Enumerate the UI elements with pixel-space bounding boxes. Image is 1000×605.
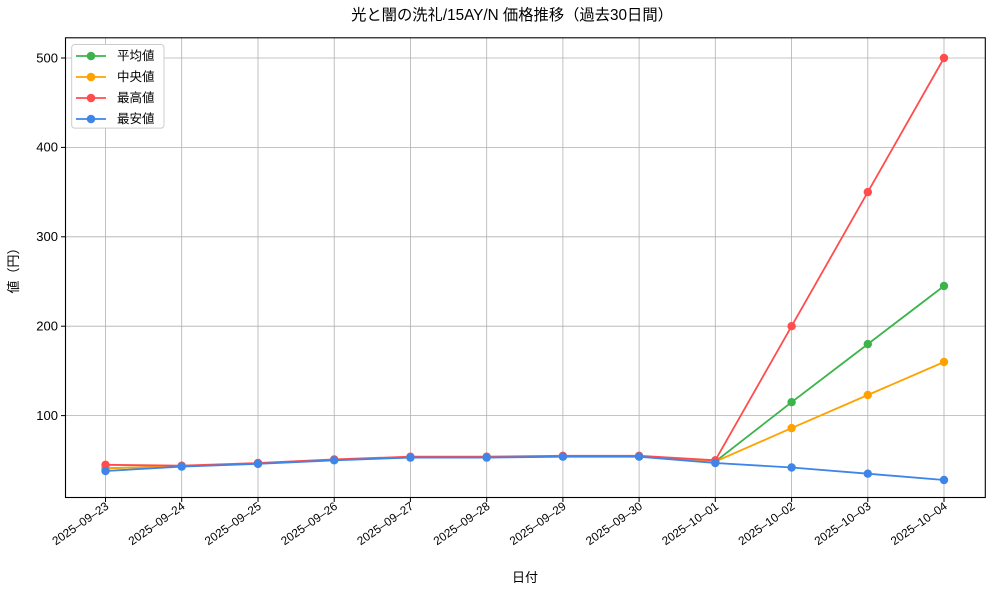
- svg-text:2025–09–29: 2025–09–29: [507, 499, 569, 548]
- svg-text:2025–09–24: 2025–09–24: [126, 499, 188, 548]
- svg-text:2025–10–03: 2025–10–03: [812, 499, 874, 548]
- svg-text:2025–09–30: 2025–09–30: [583, 499, 645, 548]
- svg-text:2025–09–25: 2025–09–25: [202, 499, 264, 548]
- svg-text:値（円）: 値（円）: [6, 241, 21, 293]
- svg-text:日付: 日付: [512, 570, 538, 585]
- svg-text:2025–10–01: 2025–10–01: [659, 499, 721, 548]
- svg-text:400: 400: [36, 140, 58, 155]
- svg-text:2025–09–27: 2025–09–27: [354, 499, 416, 548]
- svg-text:最安値: 最安値: [117, 111, 155, 126]
- svg-text:平均値: 平均値: [117, 48, 155, 63]
- svg-text:100: 100: [36, 408, 58, 423]
- svg-text:中央値: 中央値: [117, 69, 155, 84]
- svg-text:2025–09–26: 2025–09–26: [278, 499, 340, 548]
- svg-text:500: 500: [36, 50, 58, 65]
- svg-text:2025–09–28: 2025–09–28: [431, 499, 493, 548]
- svg-text:最高値: 最高値: [117, 90, 155, 105]
- svg-text:2025–10–04: 2025–10–04: [888, 499, 950, 548]
- svg-text:2025–09–23: 2025–09–23: [49, 499, 111, 548]
- svg-text:200: 200: [36, 319, 58, 334]
- svg-text:2025–10–02: 2025–10–02: [736, 499, 798, 548]
- svg-text:300: 300: [36, 229, 58, 244]
- svg-text:光と闇の洗礼/15AY/N 価格推移（過去30日間）: 光と闇の洗礼/15AY/N 価格推移（過去30日間）: [351, 7, 673, 24]
